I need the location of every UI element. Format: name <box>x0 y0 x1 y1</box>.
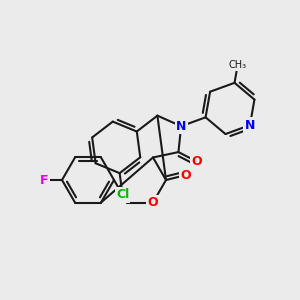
Text: N: N <box>176 120 186 133</box>
Text: O: O <box>148 196 158 209</box>
Text: N: N <box>245 118 255 132</box>
Text: O: O <box>180 169 191 182</box>
Text: O: O <box>191 155 202 168</box>
Text: Cl: Cl <box>116 188 129 202</box>
Text: F: F <box>40 173 48 187</box>
Text: CH₃: CH₃ <box>229 60 247 70</box>
